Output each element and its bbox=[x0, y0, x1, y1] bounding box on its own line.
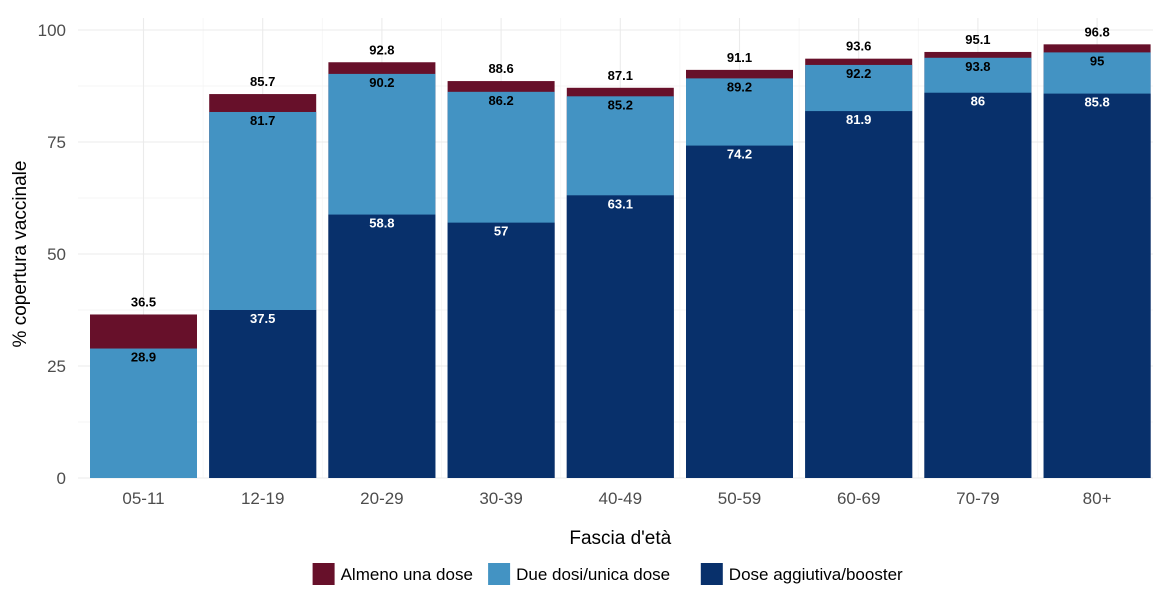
value-label-almeno-una-dose-30-39: 88.6 bbox=[488, 61, 513, 76]
legend-label-dose-aggiutiva-booster: Dose aggiutiva/booster bbox=[729, 565, 903, 584]
bars bbox=[90, 44, 1151, 479]
bar-dose-aggiutiva-booster-40-49 bbox=[566, 195, 674, 478]
bar-dose-aggiutiva-booster-50-59 bbox=[686, 145, 793, 479]
x-tick-label: 12-19 bbox=[241, 489, 284, 508]
axes: 0 25 50 75 100 05-11 12-19 20-29 30-39 40-49 50-59… bbox=[38, 21, 1112, 508]
bar-dose-aggiutiva-booster-60-69 bbox=[805, 111, 913, 478]
y-axis-title: % copertura vaccinale bbox=[10, 161, 31, 348]
legend-key-almeno-una-dose bbox=[312, 563, 335, 585]
value-label-dose-aggiutiva-booster-50-59: 74.2 bbox=[727, 147, 752, 162]
value-label-due-dosi-unica-dose-40-49: 85.2 bbox=[608, 97, 633, 112]
x-tick-label: 30-39 bbox=[479, 489, 522, 508]
value-label-due-dosi-unica-dose-12-19: 81.7 bbox=[250, 113, 275, 128]
value-label-dose-aggiutiva-booster-20-29: 58.8 bbox=[369, 216, 394, 231]
value-label-due-dosi-unica-dose-70-79: 93.8 bbox=[965, 59, 990, 74]
value-label-due-dosi-unica-dose-50-59: 89.2 bbox=[727, 79, 752, 94]
value-label-dose-aggiutiva-booster-30-39: 57 bbox=[494, 224, 508, 239]
value-label-dose-aggiutiva-booster-40-49: 63.1 bbox=[608, 196, 633, 211]
y-tick-label: 50 bbox=[47, 245, 66, 264]
value-label-dose-aggiutiva-booster-70-79: 86 bbox=[971, 94, 985, 109]
value-labels: 37.5 58.8 57 63.1 74.2 81.9 86 85.8 28.9 81.7 90.2… bbox=[131, 24, 1110, 364]
value-label-almeno-una-dose-12-19: 85.7 bbox=[250, 74, 275, 89]
x-tick-label: 40-49 bbox=[599, 489, 642, 508]
y-tick-label: 0 bbox=[57, 469, 66, 488]
value-label-almeno-una-dose-20-29: 92.8 bbox=[369, 42, 394, 57]
value-label-due-dosi-unica-dose-20-29: 90.2 bbox=[369, 75, 394, 90]
bar-dose-aggiutiva-booster-70-79 bbox=[924, 92, 1032, 478]
legend-label-due-dosi-unica-dose: Due dosi/unica dose bbox=[516, 565, 670, 584]
legend-label-almeno-una-dose: Almeno una dose bbox=[341, 565, 473, 584]
x-tick-label: 05-11 bbox=[122, 489, 164, 508]
y-tick-label: 100 bbox=[38, 21, 66, 40]
bar-dose-aggiutiva-booster-20-29 bbox=[328, 214, 436, 479]
value-label-almeno-una-dose-40-49: 87.1 bbox=[608, 68, 633, 83]
x-tick-label: 50-59 bbox=[718, 489, 761, 508]
x-tick-label: 70-79 bbox=[956, 489, 999, 508]
bar-dose-aggiutiva-booster-12-19 bbox=[209, 310, 317, 478]
value-label-dose-aggiutiva-booster-60-69: 81.9 bbox=[846, 112, 871, 127]
legend: Almeno una dose Due dosi/unica dose Dose a… bbox=[312, 563, 903, 585]
x-axis-title: Fascia d'età bbox=[569, 528, 671, 549]
value-label-due-dosi-unica-dose-60-69: 92.2 bbox=[846, 66, 871, 81]
value-label-dose-aggiutiva-booster-12-19: 37.5 bbox=[250, 311, 275, 326]
bar-dose-aggiutiva-booster-80 bbox=[1043, 93, 1151, 478]
value-label-almeno-una-dose-60-69: 93.6 bbox=[846, 39, 871, 54]
x-tick-label: 80+ bbox=[1083, 489, 1112, 508]
legend-key-dose-aggiutiva-booster bbox=[700, 563, 723, 585]
value-label-due-dosi-unica-dose-05-11: 28.9 bbox=[131, 350, 156, 365]
y-tick-label: 75 bbox=[47, 133, 66, 152]
value-label-almeno-una-dose-05-11: 36.5 bbox=[131, 294, 156, 309]
x-tick-label: 60-69 bbox=[837, 489, 880, 508]
value-label-due-dosi-unica-dose-80: 95 bbox=[1090, 53, 1104, 68]
legend-key-due-dosi-unica-dose bbox=[488, 563, 511, 585]
y-tick-label: 25 bbox=[47, 357, 66, 376]
bar-due-dosi-unica-dose-05-11 bbox=[90, 348, 197, 478]
value-label-almeno-una-dose-80: 96.8 bbox=[1084, 24, 1109, 39]
value-label-dose-aggiutiva-booster-80: 85.8 bbox=[1084, 95, 1109, 110]
bar-dose-aggiutiva-booster-30-39 bbox=[447, 222, 555, 478]
x-tick-label: 20-29 bbox=[360, 489, 403, 508]
value-label-almeno-una-dose-70-79: 95.1 bbox=[965, 32, 990, 47]
value-label-due-dosi-unica-dose-30-39: 86.2 bbox=[488, 93, 513, 108]
value-label-almeno-una-dose-50-59: 91.1 bbox=[727, 50, 752, 65]
